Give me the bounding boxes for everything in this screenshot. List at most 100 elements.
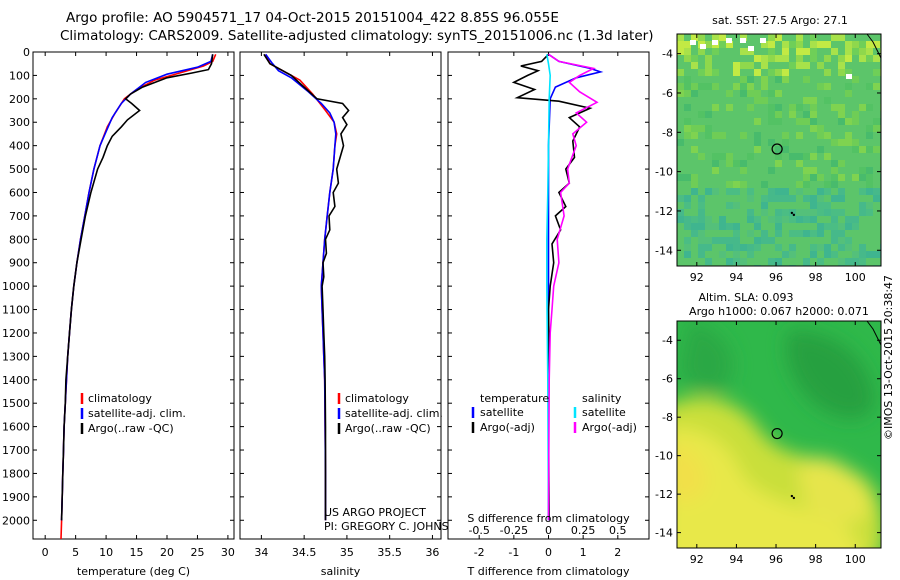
coastline [866,320,882,346]
island-dot [792,213,796,217]
sla-map-title: Altim. SLA: 0.093 [698,291,793,304]
x-tick-label: 0 [545,546,552,559]
x-tick-label: 25 [190,546,204,559]
x-tick-label: 10 [99,546,113,559]
map-x-tick-label: 100 [845,553,866,566]
island-dot [792,496,796,500]
project-annotation: PI: GREGORY C. JOHNSON [324,520,465,533]
s-tick-label: -0.5 [468,524,489,537]
y-tick-label: 700 [9,210,30,223]
y-tick-label: 900 [9,257,30,270]
map-x-tick-label: 96 [769,271,783,284]
temperature-axes-frame [32,51,235,540]
series-line-argo [263,53,350,521]
legend-salinity-title: salinity [582,392,622,405]
map-y-tick-label: -6 [662,373,673,386]
x-tick-label: 5 [72,546,79,559]
x-tick-label: 1 [580,546,587,559]
difference-x-axis-label: T difference from climatology [467,565,630,578]
sla-map-image [677,321,881,548]
map-y-tick-label: -10 [655,450,673,463]
y-tick-label: 2000 [2,514,30,527]
y-tick-label: 1900 [2,491,30,504]
sla-map-subtitle: Argo h1000: 0.067 h2000: 0.071 [689,305,869,318]
legend-label: satellite-adj. clim. [88,407,186,420]
map-x-tick-label: 96 [769,553,783,566]
argo-position-marker [771,427,783,440]
y-tick-label: 400 [9,140,30,153]
map-x-tick-label: 98 [809,553,823,566]
legend-label: climatology [345,392,409,405]
map-y-tick-label: -8 [662,411,673,424]
x-tick-label: 35 [340,546,354,559]
y-tick-label: 1500 [2,397,30,410]
legend-temperature-title: temperature [480,392,549,405]
island-dot [790,494,794,498]
map-x-tick-label: 94 [729,271,743,284]
figure-title-line-2: Climatology: CARS2009. Satellite-adjuste… [60,28,654,44]
salinity-panel: 34 34.5 35 35.5 36 salinity climatology satelli… [239,51,465,578]
map-x-tick-label: 92 [690,553,704,566]
legend-label: satellite [582,406,626,419]
argo-position-marker [771,143,783,155]
y-tick-label: 1000 [2,280,30,293]
y-tick-label: 1700 [2,444,30,457]
map-y-tick-label: -4 [662,48,673,61]
map-y-tick-label: -10 [655,166,673,179]
sst-map-frame [676,33,882,267]
s-tick-label: 0 [545,524,552,537]
y-tick-label: 200 [9,93,30,106]
series-line-argo [60,54,214,521]
temperature-panel: 0100200300400500600700800900100011001200… [2,46,235,578]
map-x-tick-label: 98 [809,271,823,284]
y-tick-label: 1600 [2,421,30,434]
x-tick-label: 34 [254,546,268,559]
s-tick-label: -0.25 [500,524,528,537]
x-tick-label: -1 [508,546,519,559]
x-tick-label: 36 [425,546,439,559]
legend-label: Argo(..raw -QC) [88,422,174,435]
y-tick-label: 1200 [2,327,30,340]
x-tick-label: 15 [130,546,144,559]
map-y-tick-label: -12 [655,488,673,501]
legend-label: Argo(-adj) [582,421,637,434]
project-annotation: US ARGO PROJECT [324,506,426,519]
x-tick-label: -2 [474,546,485,559]
map-y-tick-label: -12 [655,205,673,218]
legend-label: satellite-adj. clim. [345,407,443,420]
series-line-t-argo-adj- [511,53,593,521]
s-tick-label: 0.25 [571,524,596,537]
map-x-tick-label: 100 [845,271,866,284]
salinity-x-axis-label: salinity [321,565,361,578]
x-tick-label: 30 [221,546,235,559]
map-x-tick-label: 94 [729,553,743,566]
map-y-tick-label: -4 [662,334,673,347]
sla-map-panel: Altim. SLA: 0.093 Argo h1000: 0.067 h200… [655,291,882,566]
island-dot [790,211,794,215]
x-tick-label: 34.5 [292,546,317,559]
sla-map-frame [676,320,882,549]
y-tick-label: 1300 [2,350,30,363]
series-line-s-argo-adj- [547,53,599,521]
x-tick-label: 35.5 [377,546,402,559]
sst-map-title: sat. SST: 27.5 Argo: 27.1 [712,14,848,27]
x-tick-label: 0 [42,546,49,559]
map-y-tick-label: -14 [655,527,673,540]
y-tick-label: 500 [9,163,30,176]
legend-label: satellite [480,406,524,419]
difference-panel: -2 -1 0 1 2 T difference from climatology -0.5… [447,51,650,578]
y-tick-label: 100 [9,69,30,82]
map-y-tick-label: -8 [662,126,673,139]
figure-title-line-1: Argo profile: AO 5904571_17 04-Oct-2015 … [66,10,559,26]
sst-map-panel: sat. SST: 27.5 Argo: 27.1 92 94 96 98 100 -4 -… [655,14,882,284]
series-line-s-satellite [546,54,552,521]
legend-label: climatology [88,392,152,405]
y-tick-label: 0 [23,46,30,59]
y-tick-label: 1100 [2,304,30,317]
y-tick-label: 600 [9,186,30,199]
sst-map-image [677,34,881,266]
map-y-tick-label: -14 [655,244,673,257]
legend-label: Argo(..raw -QC) [345,422,431,435]
s-diff-axis-label: S difference from climatology [467,512,630,525]
